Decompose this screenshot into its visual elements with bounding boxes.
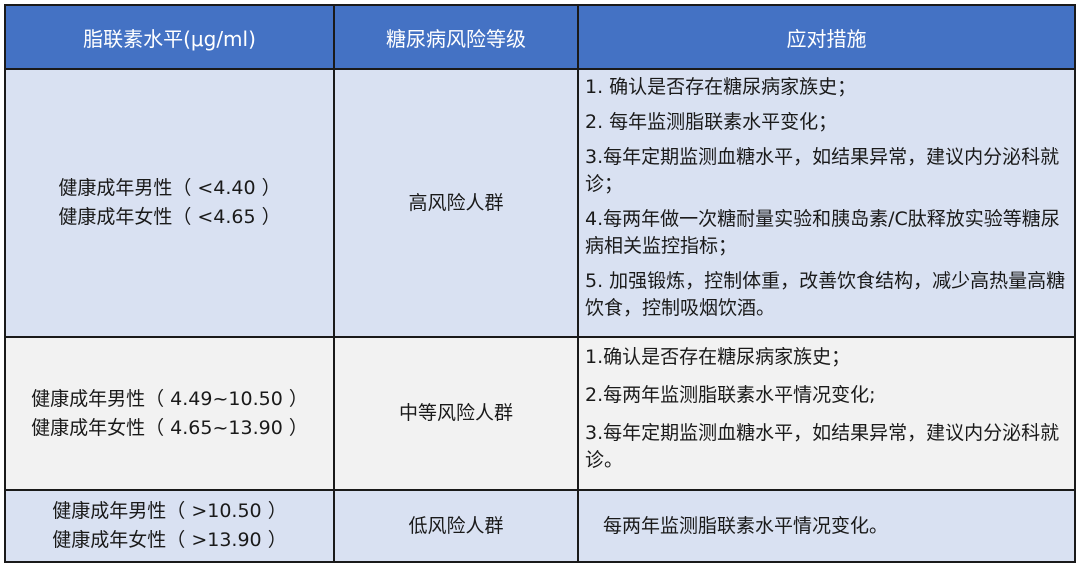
action-item: 每两年监测脂联素水平情况变化。 — [603, 514, 889, 537]
action-item: 2. 每年监测脂联素水平变化； — [585, 111, 838, 133]
risk-cell: 低风险人群 — [333, 489, 579, 563]
adiponectin-risk-table: 脂联素水平(μg/ml) 糖尿病风险等级 应对措施 健康成年男性（ <4.40 … — [4, 4, 1076, 563]
actions-cell: 1. 确认是否存在糖尿病家族史； 2. 每年监测脂联素水平变化； 3.每年定期监… — [577, 68, 1076, 338]
action-item: 5. 加强锻炼，控制体重，改善饮食结构，减少高热量高糖饮食，控制吸烟饮酒。 — [585, 270, 1066, 319]
action-item: 4.每两年做一次糖耐量实验和胰岛素/C肽释放实验等糖尿病相关监控指标； — [585, 208, 1060, 257]
risk-cell: 中等风险人群 — [333, 336, 579, 491]
table-row-high-risk: 健康成年男性（ <4.40 ） 健康成年女性（ <4.65 ） 高风险人群 1.… — [4, 68, 1076, 338]
action-item: 3.每年定期监测血糖水平，如结果异常，建议内分泌科就诊。 — [585, 422, 1060, 471]
level-line-female: 健康成年女性（ 4.65~13.90 ） — [31, 416, 308, 439]
header-adiponectin-level: 脂联素水平(μg/ml) — [4, 4, 335, 70]
risk-cell: 高风险人群 — [333, 68, 579, 338]
actions-cell: 每两年监测脂联素水平情况变化。 — [577, 489, 1076, 563]
action-item: 3.每年定期监测血糖水平，如结果异常，建议内分泌科就诊； — [585, 146, 1060, 195]
level-cell: 健康成年男性（ <4.40 ） 健康成年女性（ <4.65 ） — [4, 68, 335, 338]
header-actions: 应对措施 — [577, 4, 1076, 70]
header-row: 脂联素水平(μg/ml) 糖尿病风险等级 应对措施 — [4, 4, 1076, 70]
level-cell: 健康成年男性（ 4.49~10.50 ） 健康成年女性（ 4.65~13.90 … — [4, 336, 335, 491]
action-item: 1.确认是否存在糖尿病家族史； — [585, 346, 851, 368]
level-cell: 健康成年男性（ >10.50 ） 健康成年女性（ >13.90 ） — [4, 489, 335, 563]
level-line-female: 健康成年女性（ <4.65 ） — [58, 206, 281, 228]
level-line-male: 健康成年男性（ 4.49~10.50 ） — [31, 387, 308, 410]
level-line-male: 健康成年男性（ <4.40 ） — [58, 177, 281, 199]
action-item: 2.每两年监测脂联素水平情况变化; — [585, 384, 876, 406]
level-line-male: 健康成年男性（ >10.50 ） — [52, 500, 287, 522]
table-row-low-risk: 健康成年男性（ >10.50 ） 健康成年女性（ >13.90 ） 低风险人群 … — [4, 489, 1076, 563]
action-item: 1. 确认是否存在糖尿病家族史； — [585, 76, 857, 98]
header-risk-level: 糖尿病风险等级 — [333, 4, 579, 70]
table-row-medium-risk: 健康成年男性（ 4.49~10.50 ） 健康成年女性（ 4.65~13.90 … — [4, 336, 1076, 491]
actions-cell: 1.确认是否存在糖尿病家族史； 2.每两年监测脂联素水平情况变化; 3.每年定期… — [577, 336, 1076, 491]
level-line-female: 健康成年女性（ >13.90 ） — [52, 529, 287, 551]
